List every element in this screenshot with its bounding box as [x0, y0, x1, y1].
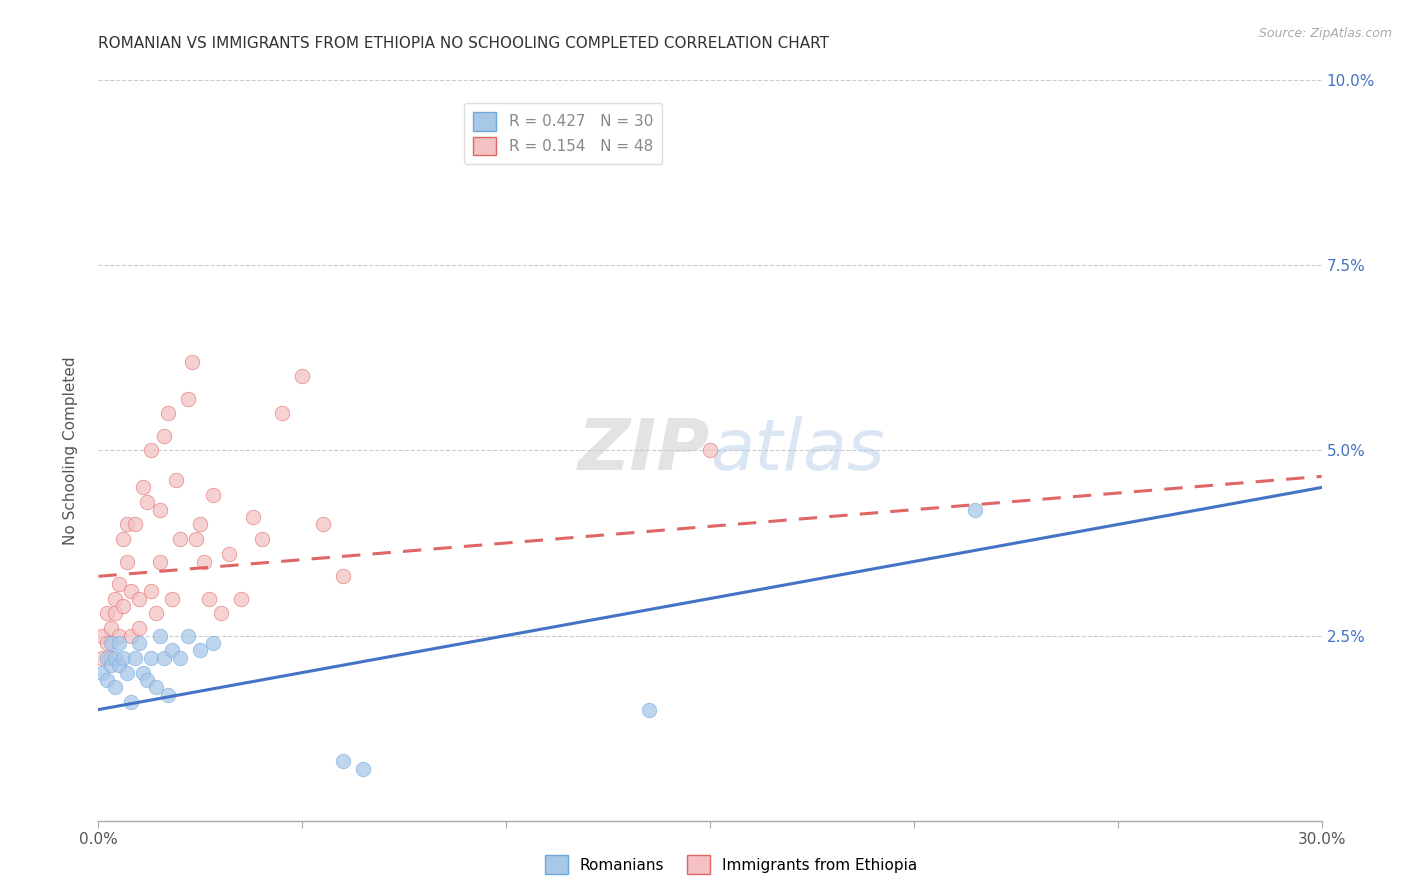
Point: [332, 755, 354, 769]
Point: [91, 650, 114, 665]
Point: [149, 554, 172, 569]
Text: ZIP: ZIP: [578, 416, 710, 485]
Point: [145, 681, 167, 695]
Y-axis label: No Schooling Completed: No Schooling Completed: [63, 356, 77, 545]
Point: [352, 762, 374, 776]
Point: [201, 488, 224, 502]
Point: [104, 591, 127, 606]
Point: [169, 533, 191, 547]
Point: [128, 636, 150, 650]
Point: [699, 443, 721, 458]
Point: [108, 636, 131, 650]
Text: Source: ZipAtlas.com: Source: ZipAtlas.com: [1258, 27, 1392, 40]
Point: [160, 591, 183, 606]
Point: [149, 628, 172, 642]
Point: [120, 628, 142, 642]
Point: [96, 673, 118, 687]
Point: [177, 628, 200, 642]
Point: [104, 607, 127, 621]
Point: [111, 533, 134, 547]
Point: [100, 658, 122, 673]
Point: [149, 502, 172, 516]
Point: [104, 681, 127, 695]
Point: [141, 443, 163, 458]
Point: [201, 636, 224, 650]
Point: [218, 547, 240, 561]
Point: [197, 591, 219, 606]
Point: [231, 591, 253, 606]
Point: [100, 636, 122, 650]
Point: [177, 392, 200, 406]
Point: [100, 621, 122, 635]
Point: [193, 554, 215, 569]
Point: [156, 688, 179, 702]
Point: [96, 636, 118, 650]
Point: [141, 584, 163, 599]
Point: [209, 607, 232, 621]
Point: [242, 510, 264, 524]
Legend: Romanians, Immigrants from Ethiopia: Romanians, Immigrants from Ethiopia: [538, 849, 924, 880]
Point: [128, 621, 150, 635]
Point: [132, 665, 155, 680]
Point: [637, 703, 661, 717]
Point: [169, 650, 191, 665]
Point: [188, 643, 212, 657]
Point: [181, 354, 204, 368]
Point: [250, 533, 273, 547]
Point: [332, 569, 354, 583]
Point: [100, 650, 122, 665]
Point: [312, 517, 335, 532]
Point: [91, 628, 114, 642]
Point: [91, 665, 114, 680]
Point: [160, 643, 183, 657]
Point: [132, 481, 155, 495]
Point: [108, 658, 131, 673]
Point: [108, 576, 131, 591]
Point: [120, 695, 142, 709]
Point: [120, 584, 142, 599]
Point: [291, 369, 314, 384]
Point: [156, 407, 179, 421]
Point: [104, 650, 127, 665]
Point: [165, 473, 187, 487]
Point: [124, 650, 146, 665]
Point: [111, 650, 134, 665]
Point: [96, 650, 118, 665]
Point: [141, 650, 163, 665]
Point: [108, 628, 131, 642]
Point: [115, 665, 138, 680]
Point: [124, 517, 146, 532]
Point: [111, 599, 134, 613]
Text: atlas: atlas: [710, 416, 884, 485]
Point: [115, 517, 138, 532]
Point: [128, 591, 150, 606]
Legend: R = 0.427   N = 30, R = 0.154   N = 48: R = 0.427 N = 30, R = 0.154 N = 48: [464, 103, 662, 164]
Point: [270, 407, 294, 421]
Text: ROMANIAN VS IMMIGRANTS FROM ETHIOPIA NO SCHOOLING COMPLETED CORRELATION CHART: ROMANIAN VS IMMIGRANTS FROM ETHIOPIA NO …: [98, 36, 830, 51]
Point: [152, 428, 174, 442]
Point: [965, 502, 987, 516]
Point: [96, 607, 118, 621]
Point: [136, 495, 159, 509]
Point: [186, 533, 208, 547]
Point: [136, 673, 159, 687]
Point: [145, 607, 167, 621]
Point: [152, 650, 174, 665]
Point: [115, 554, 138, 569]
Point: [188, 517, 212, 532]
